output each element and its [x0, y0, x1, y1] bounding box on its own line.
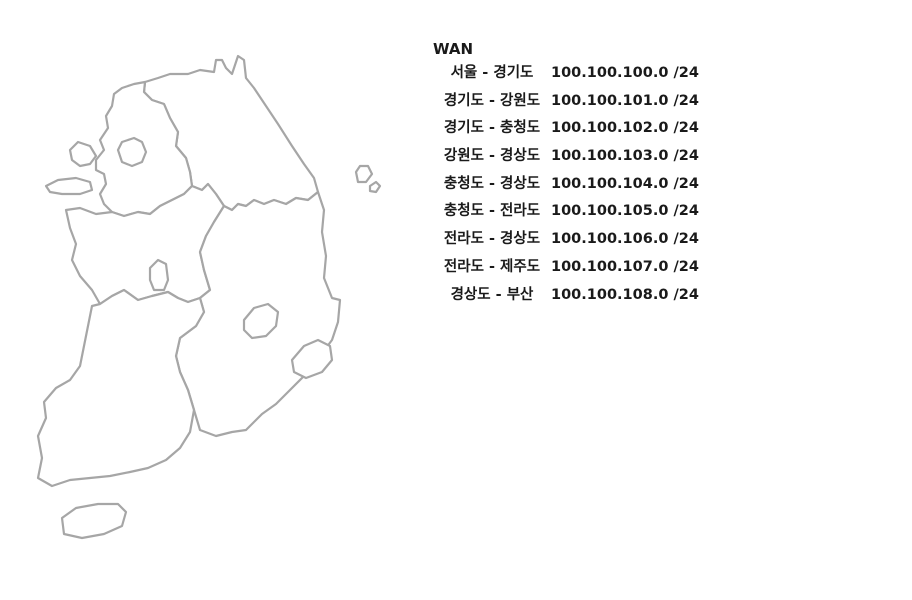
wan-title: WAN — [433, 40, 474, 58]
wan-route-subnet: 100.100.107.0 /24 — [551, 258, 699, 275]
wan-route-row: 강원도 - 경상도 100.100.103.0 /24 — [433, 143, 733, 171]
wan-route-subnet: 100.100.106.0 /24 — [551, 231, 699, 248]
region-daegu — [242, 302, 280, 340]
wan-route-link: 경상도 - 부산 — [450, 286, 534, 303]
wan-route-row: 경상도 - 부산 100.100.108.0 /24 — [433, 282, 733, 310]
wan-route-link: 전라도 - 경상도 — [443, 231, 541, 248]
wan-route-row: 전라도 - 경상도 100.100.106.0 /24 — [433, 226, 733, 254]
region-jeolla — [36, 288, 206, 488]
wan-panel: WAN 서울 - 경기도 100.100.100.0 /24 경기도 - 강원도… — [433, 38, 733, 309]
region-west-island — [44, 176, 94, 196]
wan-route-link: 충청도 - 전라도 — [443, 203, 541, 220]
wan-route-row: 충청도 - 경상도 100.100.104.0 /24 — [433, 171, 733, 199]
wan-route-link: 강원도 - 경상도 — [443, 148, 541, 165]
wan-route-link: 충청도 - 경상도 — [443, 175, 541, 192]
wan-route-link: 서울 - 경기도 — [450, 65, 534, 81]
wan-route-list: 서울 - 경기도 100.100.100.0 /24 경기도 - 강원도 100… — [433, 60, 733, 309]
region-daejeon — [148, 258, 170, 292]
wan-route-link: 전라도 - 제주도 — [443, 258, 541, 275]
wan-route-row: 경기도 - 강원도 100.100.101.0 /24 — [433, 88, 733, 116]
wan-route-subnet: 100.100.102.0 /24 — [551, 120, 699, 137]
region-dokdo-island — [368, 180, 382, 194]
region-jeju — [60, 502, 128, 540]
wan-route-subnet: 100.100.108.0 /24 — [551, 286, 699, 303]
wan-route-row: 서울 - 경기도 100.100.100.0 /24 — [433, 60, 733, 88]
wan-route-subnet: 100.100.103.0 /24 — [551, 148, 699, 165]
wan-route-row: 전라도 - 제주도 100.100.107.0 /24 — [433, 254, 733, 282]
wan-route-row: 경기도 - 충청도 100.100.102.0 /24 — [433, 115, 733, 143]
wan-route-row: 충청도 - 전라도 100.100.105.0 /24 — [433, 198, 733, 226]
wan-route-subnet: 100.100.101.0 /24 — [551, 92, 699, 109]
wan-route-link: 경기도 - 충청도 — [443, 120, 541, 137]
wan-route-subnet: 100.100.100.0 /24 — [551, 65, 699, 81]
region-seoul — [116, 136, 148, 168]
region-ulleung-island — [354, 164, 374, 184]
region-busan — [290, 338, 334, 380]
wan-route-subnet: 100.100.104.0 /24 — [551, 175, 699, 192]
wan-route-subnet: 100.100.105.0 /24 — [551, 203, 699, 220]
wan-route-link: 경기도 - 강원도 — [443, 92, 541, 109]
region-incheon-island — [68, 140, 98, 168]
